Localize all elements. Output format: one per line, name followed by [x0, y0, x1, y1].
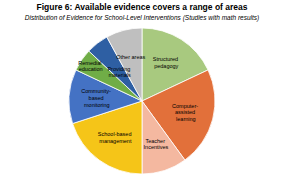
slice-label-line: Community- [81, 88, 111, 94]
subtitle: Distribution of Evidence for School-Leve… [25, 14, 259, 22]
slice-label-line: learning [176, 116, 196, 122]
slice-label-line: pedagogy [154, 63, 178, 69]
slice-label-line: education [79, 66, 103, 72]
slice-label: School-based management [98, 131, 133, 144]
slice-label-line: assisted [175, 109, 195, 115]
slice-label-line: Other areas [116, 54, 145, 60]
slice-label: Other areas [116, 54, 145, 60]
slice-label-line: based [89, 95, 104, 101]
labels: Structured pedagogy Computer- assisted le… [78, 54, 199, 150]
slice-label-line: Computer- [172, 103, 198, 109]
title: Figure 6: Available evidence covers a ra… [36, 2, 247, 12]
slice [142, 70, 215, 160]
slice-label-line: Incentives [144, 144, 169, 150]
pie [69, 28, 215, 174]
slice-label: Computer- assisted learning [172, 103, 200, 122]
slice-label-line: materials [108, 72, 131, 78]
slice-label: Structured pedagogy [153, 56, 180, 69]
slice-label-line: Structured [153, 56, 178, 62]
slice-label: Providing materials [107, 66, 131, 79]
slice-label-line: Teacher [145, 138, 165, 144]
chart: Figure 6: Available evidence covers a ra… [0, 0, 284, 177]
slice-label: Community- based monitoring [81, 88, 112, 107]
slice-label: Teacher Incentives [144, 138, 169, 151]
slice-label-line: monitoring [84, 102, 110, 108]
slice-label-line: management [99, 138, 132, 144]
slice-label-line: Remedial [78, 60, 101, 66]
slice-label: Remedial education [78, 60, 103, 73]
slice-label-line: Providing [107, 66, 130, 72]
slice-label-line: School-based [98, 131, 132, 137]
